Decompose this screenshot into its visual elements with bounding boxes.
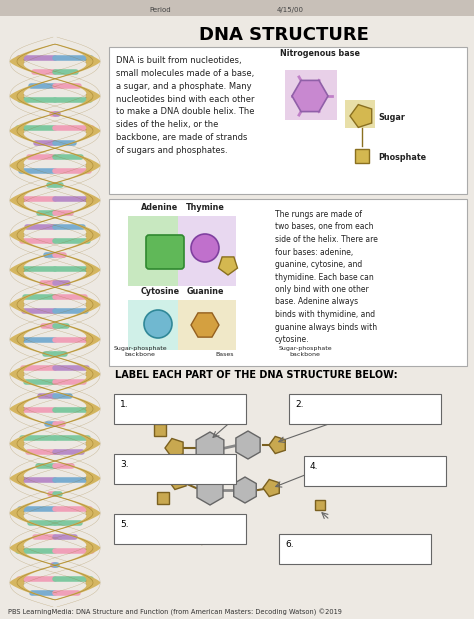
FancyBboxPatch shape <box>109 199 467 366</box>
Text: DNA STRUCTURE: DNA STRUCTURE <box>199 26 369 44</box>
Bar <box>345 100 375 128</box>
Bar <box>0 0 474 16</box>
Text: Sugar-phosphate
backbone: Sugar-phosphate backbone <box>278 346 332 357</box>
FancyBboxPatch shape <box>114 454 236 484</box>
Text: Adenine: Adenine <box>141 203 179 212</box>
Text: 4.: 4. <box>310 462 319 471</box>
Text: Bases: Bases <box>216 352 234 357</box>
Text: Period: Period <box>149 7 171 13</box>
Circle shape <box>144 310 172 338</box>
Text: Cytosine: Cytosine <box>140 287 180 296</box>
Text: Nitrogenous base: Nitrogenous base <box>280 49 360 58</box>
FancyBboxPatch shape <box>289 394 441 424</box>
Text: 5.: 5. <box>120 520 128 529</box>
Text: Phosphate: Phosphate <box>378 154 426 163</box>
Text: 6.: 6. <box>285 540 293 549</box>
Text: LABEL EACH PART OF THE DNA STRUCTURE BELOW:: LABEL EACH PART OF THE DNA STRUCTURE BEL… <box>115 370 398 380</box>
Text: DNA is built from nucleotides,
small molecules made of a base,
a sugar, and a ph: DNA is built from nucleotides, small mol… <box>116 56 255 155</box>
Text: The rungs are made of
two bases, one from each
side of the helix. There are
four: The rungs are made of two bases, one fro… <box>275 210 378 344</box>
Text: PBS LearningMedia: DNA Structure and Function (from American Masters: Decoding W: PBS LearningMedia: DNA Structure and Fun… <box>8 608 342 615</box>
Text: Guanine: Guanine <box>186 287 224 296</box>
FancyBboxPatch shape <box>279 534 431 564</box>
Text: Sugar-phosphate
backbone: Sugar-phosphate backbone <box>113 346 167 357</box>
Circle shape <box>191 234 219 262</box>
FancyBboxPatch shape <box>146 235 184 269</box>
Bar <box>128 300 183 350</box>
FancyBboxPatch shape <box>109 47 467 194</box>
Text: 3.: 3. <box>120 460 128 469</box>
Text: Thymine: Thymine <box>185 203 224 212</box>
Text: 2.: 2. <box>295 400 303 409</box>
Bar <box>178 216 236 286</box>
FancyBboxPatch shape <box>304 456 446 486</box>
Bar <box>128 216 196 286</box>
Text: Sugar: Sugar <box>378 113 405 123</box>
FancyBboxPatch shape <box>114 394 246 424</box>
Bar <box>285 70 337 120</box>
Bar <box>178 300 236 350</box>
Text: 1.: 1. <box>120 400 128 409</box>
FancyBboxPatch shape <box>114 514 246 544</box>
Text: 4/15/00: 4/15/00 <box>276 7 303 13</box>
